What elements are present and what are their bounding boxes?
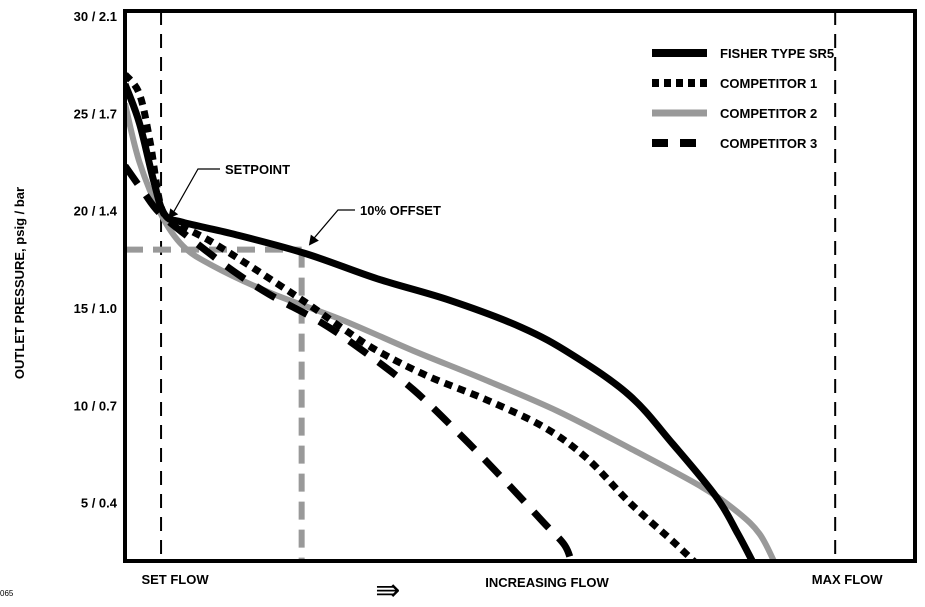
- series-line-2: [125, 72, 699, 561]
- y-tick-label: 30 / 2.1: [74, 9, 117, 24]
- offset-leader: [312, 209, 355, 240]
- x-tick-label: SET FLOW: [141, 572, 209, 587]
- y-tick-label: 10 / 0.7: [74, 398, 117, 413]
- x-axis-arrow: ⇛: [375, 573, 400, 607]
- series-line-3: [125, 102, 777, 561]
- legend-label-1: FISHER TYPE SR5: [720, 46, 834, 61]
- y-tick-label: 5 / 0.4: [81, 496, 118, 511]
- y-tick-label: 20 / 1.4: [74, 204, 118, 219]
- series-line-4: [125, 163, 575, 561]
- x-axis-label: INCREASING FLOW: [485, 575, 609, 590]
- figure-id: 065: [0, 589, 14, 598]
- y-axis-label: OUTLET PRESSURE, psig / bar: [12, 187, 27, 379]
- series-line-1: [125, 82, 756, 561]
- y-tick-label: 15 / 1.0: [74, 301, 117, 316]
- legend: FISHER TYPE SR5 COMPETITOR 1 COMPETITOR 2 C…: [652, 46, 834, 151]
- setpoint-arrowhead: [168, 208, 179, 219]
- y-tick-label: 25 / 1.7: [74, 106, 117, 121]
- legend-label-4: COMPETITOR 3: [720, 136, 817, 151]
- offset-arrowhead: [308, 234, 319, 246]
- offset-annotation: 10% OFFSET: [360, 203, 441, 218]
- legend-label-3: COMPETITOR 2: [720, 106, 817, 121]
- setpoint-leader: [171, 168, 220, 215]
- legend-label-2: COMPETITOR 1: [720, 76, 817, 91]
- plot-frame: [123, 9, 917, 563]
- x-tick-label: MAX FLOW: [812, 572, 883, 587]
- setpoint-annotation: SETPOINT: [225, 162, 290, 177]
